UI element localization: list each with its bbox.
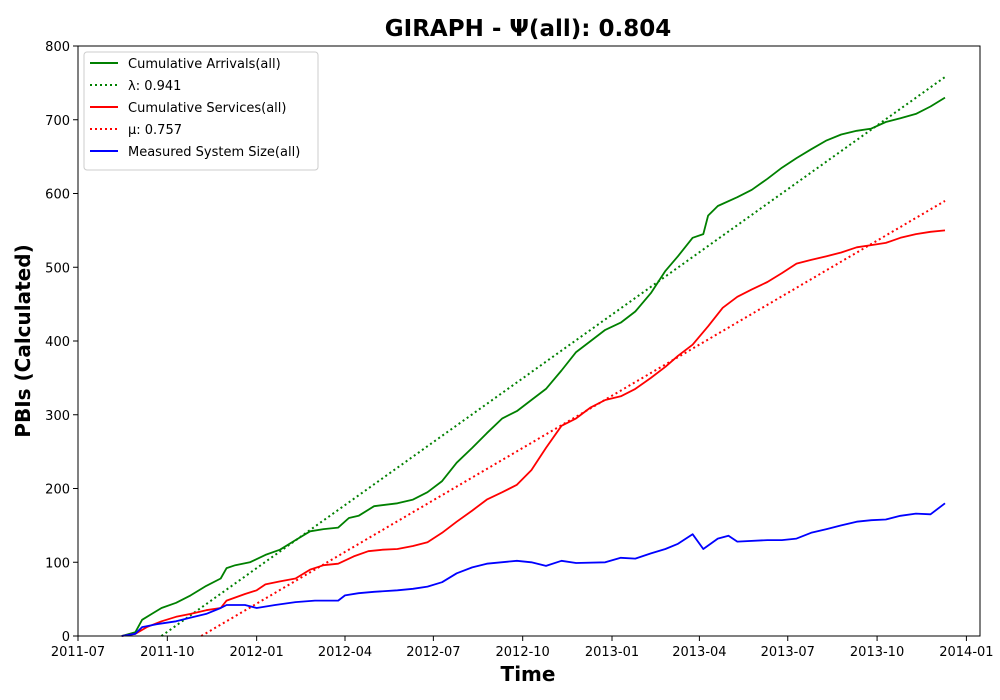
- plot-area: [121, 76, 946, 637]
- y-tick-label: 200: [45, 483, 70, 498]
- x-axis-label: Time: [501, 662, 556, 686]
- y-tick-label: 0: [62, 630, 70, 645]
- series-line-0: [121, 96, 946, 637]
- y-tick-label: 300: [45, 409, 70, 424]
- y-tick-label: 400: [45, 335, 70, 350]
- series-line-2: [121, 229, 946, 637]
- x-tick-label: 2013-10: [850, 645, 904, 660]
- x-tick-label: 2014-01: [939, 645, 993, 660]
- legend-label: Measured System Size(all): [128, 145, 300, 160]
- x-tick-label: 2012-07: [406, 645, 460, 660]
- x-tick-label: 2012-01: [229, 645, 283, 660]
- x-tick-label: 2013-04: [672, 645, 726, 660]
- legend-label: μ: 0.757: [128, 123, 182, 138]
- y-tick-label: 800: [45, 40, 70, 55]
- x-tick-label: 2011-07: [51, 645, 105, 660]
- x-tick-label: 2013-07: [761, 645, 815, 660]
- x-tick-label: 2012-10: [496, 645, 550, 660]
- y-axis: 0 100 200 300 400 500 600 700 800: [45, 40, 78, 645]
- chart-title: GIRAPH - Ψ(all): 0.804: [385, 16, 671, 42]
- series-line-4: [121, 502, 946, 637]
- y-tick-label: 700: [45, 114, 70, 129]
- legend-label: λ: 0.941: [128, 79, 181, 94]
- series-line-1: [160, 76, 946, 637]
- legend-label: Cumulative Services(all): [128, 101, 286, 116]
- legend-box: [83, 51, 319, 171]
- series-line-3: [200, 200, 946, 637]
- y-tick-label: 600: [45, 188, 70, 203]
- y-axis-label: PBIs (Calculated): [11, 244, 35, 437]
- x-tick-label: 2013-01: [585, 645, 639, 660]
- y-tick-label: 100: [45, 556, 70, 571]
- x-axis: 2011-07 2011-10 2012-01 2012-04 2012-07 2012-…: [51, 636, 994, 660]
- x-tick-label: 2012-04: [318, 645, 372, 660]
- legend: Cumulative Arrivals(all) λ: 0.941 Cumulati…: [83, 51, 319, 171]
- x-tick-label: 2011-10: [140, 645, 194, 660]
- y-tick-label: 500: [45, 261, 70, 276]
- legend-label: Cumulative Arrivals(all): [128, 57, 281, 72]
